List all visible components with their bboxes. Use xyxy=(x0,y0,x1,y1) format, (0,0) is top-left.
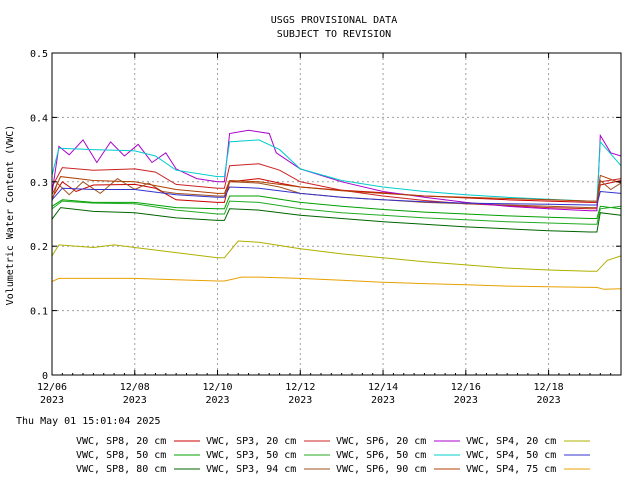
y-tick-label: 0.5 xyxy=(30,49,48,60)
x-tick-label: 12/16 xyxy=(451,382,481,393)
header-line-2: SUBJECT TO REVISION xyxy=(277,29,391,40)
header-line-1: USGS PROVISIONAL DATA xyxy=(271,15,397,26)
legend-label: VWC, SP3, 50 cm xyxy=(206,450,296,461)
legend-label: VWC, SP8, 50 cm xyxy=(76,450,166,461)
x-tick-label: 12/18 xyxy=(534,382,564,393)
series-line xyxy=(51,186,622,206)
x-tick-year: 2023 xyxy=(537,395,561,406)
x-tick-year: 2023 xyxy=(371,395,395,406)
x-tick-year: 2023 xyxy=(123,395,147,406)
legend-label: VWC, SP6, 50 cm xyxy=(336,450,426,461)
series-lines xyxy=(51,129,622,290)
x-tick-year: 2023 xyxy=(40,395,64,406)
series-line xyxy=(51,276,622,290)
series-line xyxy=(51,163,622,210)
plot-frame xyxy=(51,52,622,376)
x-tick-label: 12/06 xyxy=(37,382,67,393)
legend-label: VWC, SP4, 20 cm xyxy=(466,436,556,447)
y-tick-label: 0.2 xyxy=(30,242,48,253)
axis-ticks: 0 0.1 0.2 0.3 0.4 0.5 12/06 2023 12/08 2023 12/10 2… xyxy=(30,49,622,406)
y-tick-label: 0.3 xyxy=(30,178,48,189)
series-line xyxy=(51,240,622,272)
legend-label: VWC, SP4, 50 cm xyxy=(466,450,556,461)
series-line xyxy=(51,139,622,202)
y-axis-label: Volumetric Water Content (VWC) xyxy=(5,125,16,306)
x-tick-year: 2023 xyxy=(205,395,229,406)
series-line xyxy=(51,178,622,203)
legend-label: VWC, SP3, 20 cm xyxy=(206,436,296,447)
legend-label: VWC, SP6, 90 cm xyxy=(336,464,426,475)
generated-timestamp: Thu May 01 15:01:04 2025 xyxy=(16,416,161,427)
legend-label: VWC, SP6, 20 cm xyxy=(336,436,426,447)
legend: VWC, SP8, 20 cm VWC, SP8, 50 cm VWC, SP8, … xyxy=(76,436,590,475)
x-tick-year: 2023 xyxy=(454,395,478,406)
y-tick-label: 0 xyxy=(42,371,48,382)
legend-label: VWC, SP8, 20 cm xyxy=(76,436,166,447)
x-tick-year: 2023 xyxy=(288,395,312,406)
y-tick-label: 0.4 xyxy=(30,113,48,124)
x-tick-label: 12/12 xyxy=(285,382,315,393)
legend-label: VWC, SP3, 94 cm xyxy=(206,464,296,475)
grid-lines xyxy=(51,53,621,375)
legend-label: VWC, SP8, 80 cm xyxy=(76,464,166,475)
y-tick-label: 0.1 xyxy=(30,307,48,318)
series-line xyxy=(51,207,622,233)
series-line xyxy=(51,200,622,225)
x-tick-label: 12/10 xyxy=(202,382,232,393)
series-line xyxy=(51,174,622,202)
series-line xyxy=(51,129,622,212)
series-line xyxy=(51,177,622,209)
series-line xyxy=(51,195,622,219)
x-tick-label: 12/14 xyxy=(368,382,398,393)
x-tick-label: 12/08 xyxy=(120,382,150,393)
legend-label: VWC, SP4, 75 cm xyxy=(466,464,556,475)
